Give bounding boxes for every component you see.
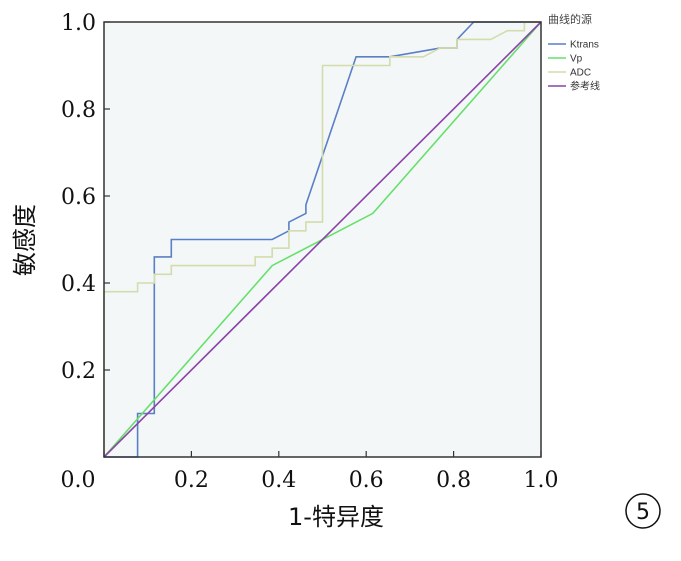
panel-label: 5 (625, 493, 661, 529)
x-tick-label: 0.0 (61, 468, 96, 493)
series-reference-legend-label: 参考线 (570, 80, 600, 93)
x-tick-label: 0.4 (261, 468, 296, 493)
legend-title: 曲线的源 (548, 12, 592, 26)
x-tick-label: 1.0 (524, 468, 559, 493)
x-tick-label: 0.6 (349, 468, 384, 493)
y-tick-label: 0.2 (61, 359, 96, 384)
y-axis-title: 敏感度 (11, 204, 39, 276)
series-layer (103, 21, 542, 458)
y-tick-label: 0.4 (61, 272, 96, 297)
series-adc-line (103, 21, 541, 457)
panel-label-text: 5 (636, 500, 650, 525)
series-adc-legend-label: ADC (570, 68, 591, 79)
y-tick-label: 0.8 (61, 98, 96, 123)
x-tick-label: 0.2 (174, 468, 209, 493)
y-tick-label: 0.6 (61, 185, 96, 210)
tick-layer (103, 21, 542, 457)
x-tick-label: 0.8 (436, 468, 471, 493)
tick-label-layer: 0.0 0.2 0.4 0.6 0.8 1.0 0.2 0.4 0.6 0.8 1.0 (61, 11, 559, 493)
series-vp-legend-label: Vp (570, 54, 583, 65)
series-reference-line (103, 21, 542, 458)
panel-label-circle (625, 493, 661, 529)
y-tick-label: 1.0 (61, 11, 96, 36)
x-axis-title: 1-特异度 (288, 503, 384, 531)
series-ktrans-legend-label: Ktrans (570, 40, 599, 51)
plot-frame (103, 21, 542, 458)
